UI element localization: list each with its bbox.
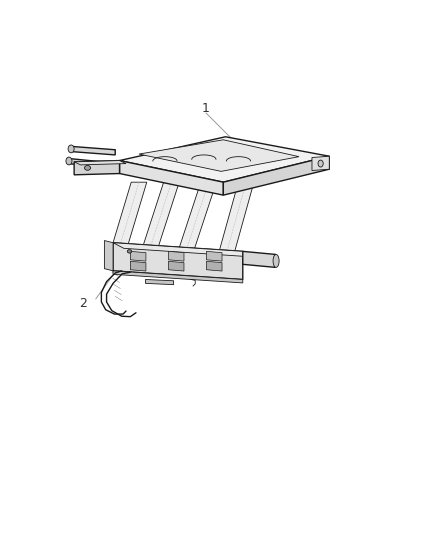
Polygon shape (206, 261, 222, 271)
Polygon shape (174, 183, 216, 262)
Polygon shape (145, 279, 173, 285)
Text: 1: 1 (202, 102, 210, 115)
Ellipse shape (68, 145, 74, 153)
Polygon shape (120, 160, 223, 195)
Polygon shape (131, 261, 146, 271)
Polygon shape (70, 146, 115, 155)
Polygon shape (104, 240, 113, 271)
Polygon shape (120, 137, 329, 182)
Polygon shape (74, 160, 126, 165)
Polygon shape (112, 182, 147, 247)
Polygon shape (113, 271, 243, 283)
Polygon shape (206, 252, 222, 261)
Polygon shape (243, 252, 275, 268)
Polygon shape (215, 187, 253, 264)
Polygon shape (139, 140, 299, 172)
Polygon shape (312, 156, 329, 171)
Ellipse shape (273, 254, 279, 268)
Ellipse shape (318, 160, 323, 167)
Polygon shape (67, 158, 111, 168)
Ellipse shape (127, 249, 132, 253)
Polygon shape (131, 252, 146, 261)
Polygon shape (140, 182, 179, 256)
Polygon shape (168, 261, 184, 271)
Polygon shape (223, 156, 329, 195)
Polygon shape (74, 160, 120, 175)
Polygon shape (113, 243, 243, 279)
Polygon shape (168, 252, 184, 261)
Polygon shape (113, 243, 254, 257)
Ellipse shape (66, 157, 72, 165)
Ellipse shape (85, 166, 91, 170)
Text: 2: 2 (79, 297, 87, 310)
